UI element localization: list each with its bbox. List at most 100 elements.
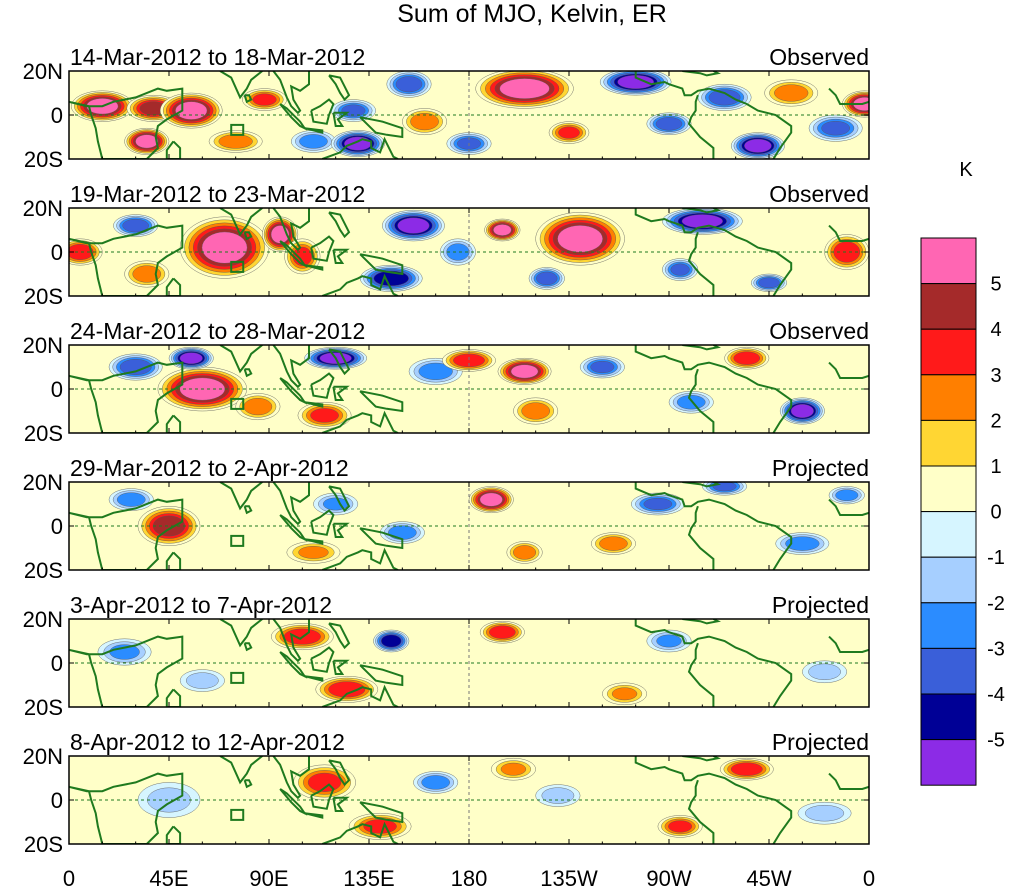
anomaly-blob <box>579 355 625 379</box>
coastline <box>243 231 253 241</box>
coastline <box>165 414 182 433</box>
contour-level <box>655 117 683 131</box>
coastline <box>165 688 182 707</box>
anomaly-blob <box>497 357 552 385</box>
colorbar-swatch <box>920 511 977 558</box>
contour-level <box>395 76 423 93</box>
coastlines <box>69 756 869 844</box>
coastline <box>828 224 869 242</box>
coastline <box>328 74 351 102</box>
contour-level <box>730 762 763 776</box>
coastlines <box>69 345 869 433</box>
contour-level <box>808 663 841 680</box>
contour-level <box>670 263 690 276</box>
coastline <box>328 348 351 376</box>
anomaly-blob <box>646 112 692 136</box>
coastline <box>332 659 350 675</box>
anomaly-blob <box>797 802 852 825</box>
contour-level <box>558 126 580 139</box>
coastline <box>219 345 263 374</box>
contour-level <box>521 402 550 420</box>
contour-level <box>790 404 814 418</box>
panel: 20N 0 20S 29-Mar-2012 to 2-Apr-2012 Projecte… <box>23 455 870 583</box>
coastline <box>828 87 869 105</box>
coastline <box>682 482 722 488</box>
coastline <box>359 116 404 139</box>
contour-level <box>135 134 159 149</box>
contour-level <box>510 364 539 379</box>
chart-title: Sum of MJO, Kelvin, ER <box>397 0 667 28</box>
coastline <box>687 368 715 433</box>
anomaly-blob <box>315 676 379 703</box>
contour-level <box>785 536 820 551</box>
panel-status: Observed <box>769 318 869 344</box>
coastline <box>321 136 399 159</box>
anomaly-blob <box>513 397 559 425</box>
coastline <box>828 361 869 379</box>
contour-level <box>557 225 603 253</box>
contour-level <box>397 217 430 234</box>
coastline <box>165 825 182 844</box>
y-tick-label: 20N <box>23 607 63 632</box>
colorbar-label: 1 <box>990 456 1001 478</box>
anomaly-blob <box>439 238 476 266</box>
anomaly-blob <box>602 682 647 705</box>
anomaly-blob <box>775 532 830 555</box>
contour-level <box>410 113 439 131</box>
coastline <box>243 368 253 378</box>
coastline <box>359 801 404 824</box>
anomaly-blob <box>719 758 774 781</box>
panel-period: 3-Apr-2012 to 7-Apr-2012 <box>70 592 332 618</box>
y-tick-label: 20N <box>23 333 63 358</box>
coastline <box>69 224 184 296</box>
coastline <box>304 401 324 408</box>
coastline <box>310 372 335 399</box>
anomaly-blob <box>402 108 447 136</box>
x-tick-label: 135W <box>540 866 598 889</box>
panel-status: Observed <box>769 44 869 70</box>
y-tick-label: 20S <box>24 832 63 857</box>
region-box <box>230 808 245 821</box>
y-tick-label: 0 <box>51 788 63 813</box>
anomaly-blob <box>293 764 356 801</box>
contour-level <box>835 489 859 501</box>
anomaly-blob <box>484 218 521 242</box>
coastline <box>634 345 793 433</box>
contour-level <box>119 359 152 375</box>
y-tick-label: 20S <box>24 421 63 446</box>
colorbar-label: -5 <box>987 730 1005 752</box>
coastline <box>682 345 722 351</box>
colorbar-label: -3 <box>987 638 1005 660</box>
region-box <box>230 260 245 273</box>
colorbar-swatch <box>920 328 977 376</box>
coastline <box>219 71 263 100</box>
anomaly-blob <box>535 784 581 807</box>
anomaly-blob <box>242 88 287 111</box>
coastline <box>328 211 351 239</box>
coastline <box>359 253 404 276</box>
coastline <box>272 208 310 252</box>
coastline <box>219 482 263 511</box>
contour-level <box>499 78 550 99</box>
panel: 20N 0 20S 14-Mar-2012 to 18-Mar-2012 Observe… <box>23 44 870 172</box>
panel-period: 29-Mar-2012 to 2-Apr-2012 <box>70 455 349 481</box>
y-tick-label: 0 <box>51 514 63 539</box>
panel-period: 14-Mar-2012 to 18-Mar-2012 <box>70 44 365 70</box>
coastline <box>310 783 335 810</box>
anomaly-blob <box>179 216 270 279</box>
anomaly-blob <box>386 71 432 98</box>
x-tick-label: 90W <box>646 866 691 889</box>
anomaly-blob <box>208 130 263 153</box>
anomaly-blob <box>662 258 699 281</box>
colorbar-swatch <box>920 237 977 285</box>
contour-level <box>421 775 450 790</box>
region-box <box>230 397 245 410</box>
anomaly-blob <box>479 621 525 644</box>
coastline <box>165 277 182 296</box>
region-box <box>230 123 245 136</box>
coastline <box>321 410 399 433</box>
coastline <box>332 248 350 264</box>
contour-level <box>186 672 219 689</box>
panel: 20N 0 20S 3-Apr-2012 to 7-Apr-2012 Projected <box>23 592 870 720</box>
contour-level <box>418 362 453 380</box>
